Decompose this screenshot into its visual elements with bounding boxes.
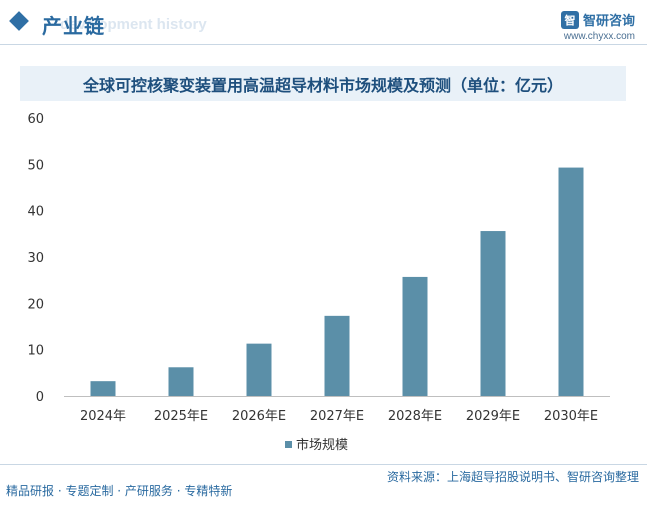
bar [558, 167, 584, 396]
x-tick-label: 2030年E [544, 409, 598, 424]
bars [90, 167, 584, 396]
legend-swatch [285, 441, 292, 448]
bar [480, 231, 506, 396]
page-title: 产业链 [42, 14, 105, 38]
brand-logo-icon: 智 [560, 10, 579, 29]
footer-slogan: 精品研报 · 专题定制 · 产研服务 · 专精特新 [6, 484, 233, 498]
diamond-icon [9, 11, 29, 31]
y-tick-label: 10 [27, 344, 44, 359]
source-note: 资料来源：上海超导招股说明书、智研咨询整理 [386, 470, 639, 484]
y-tick-label: 40 [27, 205, 44, 220]
x-tick-label: 2027年E [310, 409, 364, 424]
x-tick-label: 2029年E [466, 409, 520, 424]
x-tick-label: 2028年E [388, 409, 442, 424]
y-tick-label: 60 [27, 112, 44, 127]
brand-url: www.chyxx.com [563, 31, 635, 42]
chart-title-box: 全球可控核聚变装置用高温超导材料市场规模及预测（单位：亿元） [20, 66, 626, 101]
legend-label: 市场规模 [296, 437, 348, 453]
bar [168, 367, 194, 396]
header: development history 产业链 智 智研咨询 www.chyxx… [0, 0, 647, 48]
footer-divider [0, 464, 647, 465]
header-ghost-text: development history [60, 16, 207, 33]
y-tick-label: 50 [27, 158, 44, 173]
chart-title: 全球可控核聚变装置用高温超导材料市场规模及预测（单位：亿元） [82, 75, 563, 95]
x-axis: 2024年 2025年E 2026年E 2027年E 2028年E 2029年E 2030年… [80, 409, 598, 424]
y-tick-label: 30 [27, 251, 44, 266]
y-axis: 0 10 20 30 40 50 60 [27, 112, 44, 405]
header-divider [0, 44, 647, 45]
y-tick-label: 0 [36, 390, 44, 405]
x-tick-label: 2025年E [154, 409, 208, 424]
bar [324, 315, 350, 396]
legend: 市场规模 [285, 437, 348, 453]
bar [90, 381, 116, 396]
y-tick-label: 20 [27, 297, 44, 312]
x-tick-label: 2026年E [232, 409, 286, 424]
brand-name: 智研咨询 [582, 14, 635, 29]
footer: 资料来源：上海超导招股说明书、智研咨询整理 精品研报 · 专题定制 · 产研服务… [0, 462, 647, 505]
bar [246, 343, 272, 396]
bar [402, 276, 428, 396]
brand: 智 智研咨询 www.chyxx.com [560, 10, 635, 42]
x-tick-label: 2024年 [80, 409, 126, 424]
